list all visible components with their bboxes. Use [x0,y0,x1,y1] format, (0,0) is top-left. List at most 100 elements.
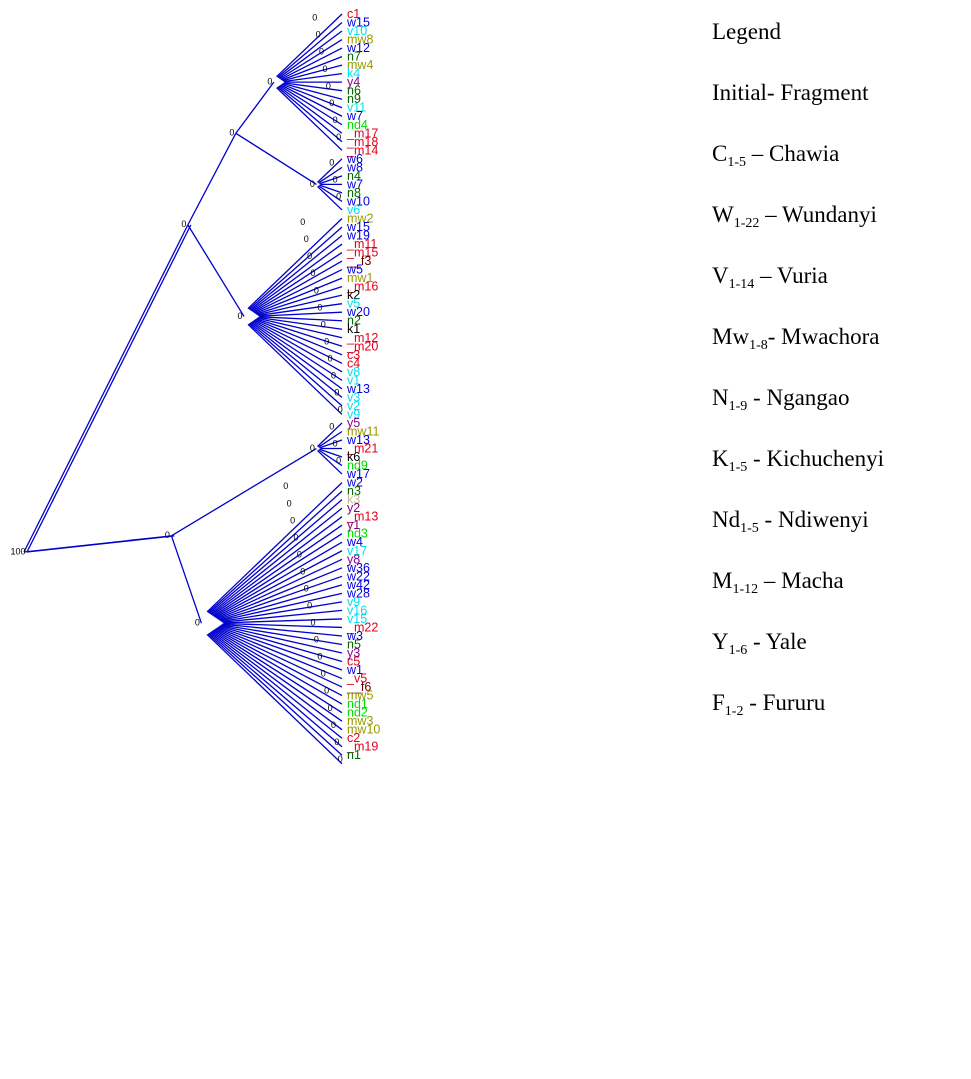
bootstrap-label: 0 [336,192,341,202]
bootstrap-label: 0 [312,13,317,23]
bootstrap-label: 0 [331,720,336,730]
tip-label: n2 [347,314,361,328]
legend-row: Mw1-8- Mwachora [712,324,880,353]
bootstrap-label: 0 [317,302,322,312]
dendrogram-branch [208,632,343,748]
dendrogram-branch [235,132,317,185]
tip-label: y8 [347,552,360,566]
dendrogram-branch [283,72,343,83]
tip-label: _m17 [346,126,378,140]
bootstrap-label: 0 [181,219,186,229]
dendrogram-branch [279,39,343,80]
dendrogram-branch [214,550,343,618]
dendrogram-branch [218,626,343,671]
tip-label: w36 [346,561,370,575]
tip-label: mw5 [347,689,373,703]
legend-row: Nd1-5 - Ndiwenyi [712,507,869,536]
bootstrap-label: 0 [319,47,324,57]
tip-label: w6 [346,152,363,166]
dendrogram-branch [26,224,192,553]
tip-label: _m12 [346,331,378,345]
dendrogram-branch [318,166,343,184]
tip-label: v5 [347,297,360,311]
tip-label: w10 [346,194,370,208]
dendrogram-branch [220,592,343,622]
bootstrap-label: 0 [165,530,170,540]
dendrogram-branch [248,226,343,310]
dendrogram-branch [207,490,343,614]
tip-label: _m13 [346,510,378,524]
bootstrap-label: 0 [311,618,316,628]
bootstrap-root-label: 100 [10,546,25,556]
legend-row: Y1-6 - Yale [712,629,807,658]
dendrogram-branch [317,185,343,211]
tip-label: c2 [347,731,360,745]
tip-label: w8 [346,160,363,174]
tip-label: v16 [347,603,367,617]
bootstrap-labels: 1000000000000000000000000000000000000000… [10,13,342,764]
tip-label: n1 [347,748,361,762]
tip-label: v8 [347,365,360,379]
dendrogram-branch [222,609,343,623]
legend-row: F1-2 - Fururu [712,690,826,719]
tip-label: w3 [346,629,363,643]
dendrogram-branch [256,294,343,316]
tip-label: _m21 [346,442,378,456]
tip-label: _m11 [346,237,377,251]
dendrogram-branch [319,448,343,458]
legend-row: M1-12 – Macha [712,568,844,597]
dendrogram-branch [319,175,343,185]
dendrogram-branch [247,218,343,310]
tip-label: w20 [346,305,370,319]
tip-label: w13 [346,433,370,447]
tip-label: mw3 [347,714,373,728]
dendrogram-branch [222,623,343,637]
bootstrap-label: 0 [229,128,234,138]
dendrogram-branch [317,158,343,183]
bootstrap-label: 0 [300,566,305,576]
tip-label: w1 [346,663,363,677]
bootstrap-label: 0 [333,115,338,125]
dendrogram-branch [213,629,343,705]
tip-label: c4 [347,356,360,370]
dendrogram-branch [255,286,343,315]
bootstrap-label: 0 [314,285,319,295]
dendrogram-branch [247,323,343,415]
dendrogram-branch [187,132,237,226]
dendrogram-branch [221,624,343,646]
bootstrap-label: 0 [321,669,326,679]
bootstrap-label: 0 [331,370,336,380]
bootstrap-label: 0 [338,405,343,415]
dendrogram-branch [206,633,343,765]
legend-row: Initial- Fragment [712,80,869,105]
tip-label: v15 [347,612,367,626]
bootstrap-label: 0 [293,532,298,542]
dendrogram-branch [170,535,203,624]
tip-label: v9 [347,407,360,421]
legend-row: V1-14 – Vuria [712,263,828,292]
dendrogram-branch [251,321,343,381]
dendrogram-branch [214,628,343,697]
tip-label: w2 [346,476,363,490]
bootstrap-label: 0 [334,737,339,747]
dendrogram-branch [252,320,343,373]
tip-label: n9 [347,92,361,106]
bootstrap-label: 0 [287,498,292,508]
dendrogram-branch [211,630,343,722]
bootstrap-label: 0 [297,549,302,559]
dendrogram-branch [281,83,343,109]
tip-label: __f3 [346,254,371,268]
bootstrap-label: 0 [324,686,329,696]
tip-label: w7 [346,177,363,191]
tip-label: nd2 [347,706,368,720]
bootstrap-label: 0 [290,515,295,525]
tip-label: v11 [347,101,366,115]
tip-label: y2 [347,501,360,515]
dendrogram-branch [317,450,343,475]
dendrogram-branch [254,318,343,356]
dendrogram-branch [210,631,343,731]
bootstrap-label: 0 [317,652,322,662]
dendrogram-branch [281,55,343,81]
dendrogram-branch [253,319,343,364]
dendrogram-branch [250,321,343,390]
